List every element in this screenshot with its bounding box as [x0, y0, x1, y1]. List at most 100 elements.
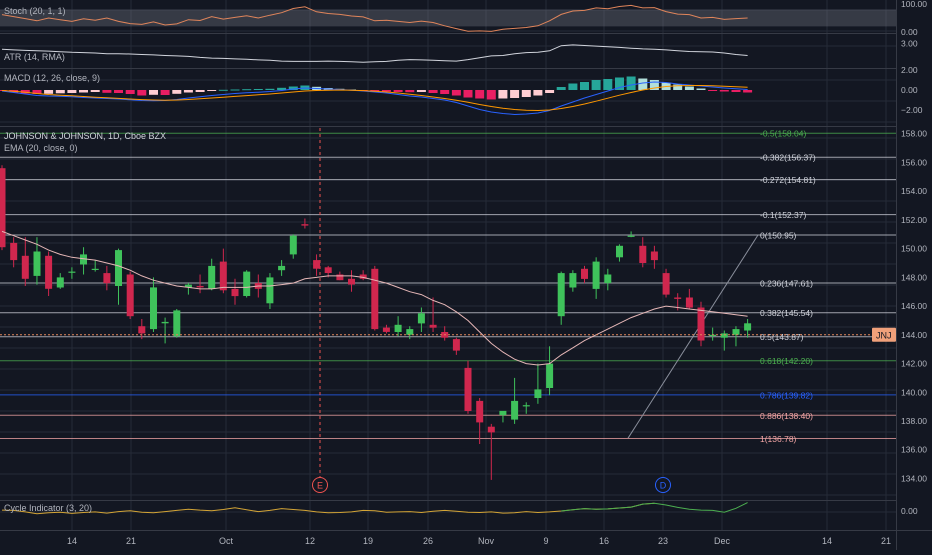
candle-body — [289, 235, 297, 255]
macd-pane[interactable] — [0, 76, 753, 116]
macd-histogram-bar — [615, 77, 624, 90]
candle-body — [45, 255, 53, 289]
fib-level-label: 0.786(139.82) — [760, 390, 813, 400]
macd-histogram-bar — [696, 88, 706, 90]
time-tick-label: 14 — [822, 536, 832, 546]
candle-body — [313, 260, 321, 269]
candle-body — [709, 334, 717, 336]
candle-body — [592, 261, 600, 289]
macd-histogram-bar — [416, 90, 426, 92]
fib-level-label: -0.1(152.37) — [760, 210, 806, 220]
macd-histogram-bar — [673, 84, 683, 90]
earnings-marker-label: E — [317, 481, 323, 491]
symbol-title: JOHNSON & JOHNSON, 1D, Cboe BZX — [4, 131, 166, 141]
fib-level-label: -0.5(158.04) — [760, 129, 806, 139]
macd-label: MACD (12, 26, close, 9) — [4, 73, 100, 83]
candle-body — [0, 168, 6, 248]
macd-histogram-bar — [370, 90, 380, 91]
price-tick-label: 148.00 — [901, 272, 927, 282]
candle-body — [650, 251, 658, 261]
macd-histogram-bar — [521, 90, 531, 97]
candle-body — [627, 235, 635, 237]
fib-level-label: 0.618(142.20) — [760, 356, 813, 366]
candle-body — [91, 268, 99, 270]
macd-histogram-bar — [580, 82, 589, 90]
macd-histogram-bar — [498, 90, 508, 99]
candle-body — [452, 339, 460, 351]
price-tick-label: 146.00 — [901, 301, 927, 311]
macd-histogram-bar — [545, 90, 555, 93]
cycle-pane[interactable] — [1, 502, 748, 515]
macd-histogram-bar — [708, 90, 718, 91]
candle-body — [173, 310, 181, 337]
cycle-tick-label: 0.00 — [901, 506, 918, 516]
candle-body — [10, 242, 18, 261]
price-tick-label: 158.00 — [901, 129, 927, 139]
time-tick-label: 12 — [305, 536, 315, 546]
macd-histogram-bar — [265, 88, 275, 90]
macd-histogram-bar — [114, 90, 123, 93]
macd-histogram-bar — [160, 90, 170, 95]
price-pane[interactable]: -0.5(158.04) -0.382(156.37) -0.272(154.81)… — [0, 128, 896, 493]
candle-body — [487, 426, 495, 433]
macd-histogram-bar — [218, 89, 228, 91]
candle-body — [138, 326, 146, 334]
candle-body — [56, 277, 64, 288]
candle-body — [464, 367, 472, 411]
time-axis[interactable]: 14 21 Oct 12 19 26 Nov 9 16 23 Dec 14 21 — [0, 531, 896, 550]
candle-body — [359, 274, 367, 279]
macd-histogram-bar — [603, 79, 613, 90]
time-tick-label: 14 — [67, 536, 77, 546]
candle-body — [394, 324, 402, 332]
price-tick-label: 144.00 — [901, 330, 927, 340]
cycle-label: Cycle Indicator (3, 20) — [4, 503, 92, 513]
candle-body — [476, 400, 484, 423]
stoch-label: Stoch (20, 1, 1) — [4, 6, 66, 16]
macd-histogram-bar — [230, 89, 240, 91]
macd-histogram-bar — [440, 90, 450, 94]
price-tag — [872, 327, 896, 342]
stoch-pane[interactable] — [0, 4, 896, 32]
macd-histogram-bar — [463, 90, 473, 98]
macd-tick-label: 2.00 — [901, 65, 918, 75]
macd-tick-label: 0.00 — [901, 85, 918, 95]
atr-pane[interactable] — [1, 44, 748, 63]
dividend-marker — [655, 477, 671, 493]
macd-histogram-bar — [638, 78, 648, 90]
candle-body — [511, 400, 519, 420]
time-tick-label: 9 — [543, 536, 548, 546]
macd-histogram-bar — [149, 90, 158, 95]
price-axis[interactable]: 158.00 156.00 154.00 152.00 150.00 148.00 146.… — [896, 0, 932, 550]
macd-histogram-bar — [288, 86, 298, 90]
candle-body — [115, 250, 122, 286]
macd-histogram-bar — [568, 83, 578, 90]
macd-histogram-bar — [556, 87, 566, 90]
macd-histogram-bar — [44, 90, 54, 94]
candle-body — [720, 333, 728, 338]
macd-histogram-bar — [195, 90, 205, 92]
candle-body — [662, 273, 670, 295]
macd-histogram-bar — [510, 90, 520, 98]
candle-body — [161, 321, 169, 324]
macd-histogram-bar — [253, 89, 263, 90]
candle-body — [103, 273, 111, 284]
macd-histogram-bar — [649, 80, 659, 90]
candle-body — [616, 245, 623, 258]
candle-body — [278, 265, 286, 271]
candle-body — [557, 273, 565, 317]
macd-histogram-bar — [32, 90, 42, 94]
fib-level-label: 0.5(143.87) — [760, 332, 804, 342]
macd-histogram-bar — [90, 90, 100, 92]
macd-histogram-bar — [719, 90, 729, 92]
candle-body — [534, 389, 542, 398]
candle-body — [266, 277, 274, 304]
price-tick-label: 150.00 — [901, 244, 927, 254]
macd-histogram-bar — [207, 90, 217, 91]
price-tag-label: JNJ — [876, 330, 892, 340]
fib-level-label: 1(136.78) — [760, 434, 797, 444]
candle-body — [150, 287, 157, 330]
price-axis-bg — [896, 0, 932, 530]
macd-histogram-bar — [451, 90, 461, 96]
